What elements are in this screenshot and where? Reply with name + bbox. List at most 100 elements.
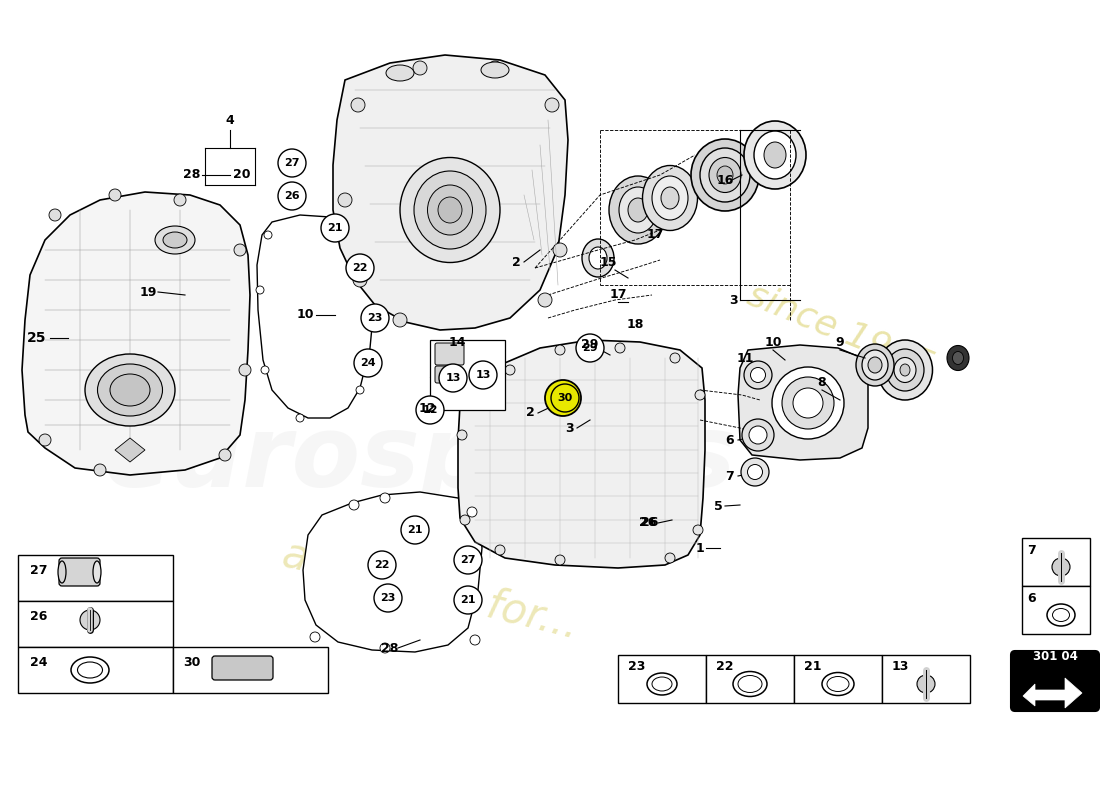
Circle shape bbox=[468, 507, 477, 517]
Ellipse shape bbox=[744, 361, 772, 389]
Text: 301 04: 301 04 bbox=[1033, 650, 1077, 663]
Ellipse shape bbox=[428, 185, 473, 235]
Text: 21: 21 bbox=[407, 525, 422, 535]
Text: 26: 26 bbox=[641, 517, 659, 530]
Bar bbox=[618, 655, 706, 703]
Circle shape bbox=[666, 553, 675, 563]
Circle shape bbox=[917, 675, 935, 693]
Circle shape bbox=[693, 525, 703, 535]
Ellipse shape bbox=[742, 419, 774, 451]
Ellipse shape bbox=[856, 344, 894, 386]
Text: 24: 24 bbox=[30, 655, 47, 669]
Text: 16: 16 bbox=[716, 174, 734, 186]
Circle shape bbox=[278, 182, 306, 210]
Text: 30: 30 bbox=[556, 393, 571, 403]
Ellipse shape bbox=[748, 465, 762, 479]
Ellipse shape bbox=[155, 226, 195, 254]
Text: 30: 30 bbox=[558, 393, 573, 403]
Text: 17: 17 bbox=[647, 229, 663, 242]
Circle shape bbox=[544, 98, 559, 112]
Text: 22: 22 bbox=[716, 661, 734, 674]
Text: 2: 2 bbox=[526, 406, 535, 419]
Circle shape bbox=[368, 551, 396, 579]
Ellipse shape bbox=[652, 677, 672, 691]
Ellipse shape bbox=[710, 158, 741, 193]
Circle shape bbox=[109, 189, 121, 201]
Bar bbox=[882, 655, 970, 703]
Text: 29: 29 bbox=[582, 343, 597, 353]
Ellipse shape bbox=[438, 197, 462, 223]
Ellipse shape bbox=[744, 121, 806, 189]
Ellipse shape bbox=[588, 247, 607, 269]
Text: 10: 10 bbox=[296, 309, 314, 322]
Text: 18: 18 bbox=[626, 318, 644, 331]
Circle shape bbox=[538, 293, 552, 307]
Text: 20: 20 bbox=[233, 169, 251, 182]
Ellipse shape bbox=[700, 148, 750, 202]
Text: 26: 26 bbox=[284, 191, 300, 201]
Ellipse shape bbox=[652, 176, 688, 220]
Circle shape bbox=[456, 430, 468, 440]
Circle shape bbox=[351, 98, 365, 112]
Ellipse shape bbox=[582, 239, 614, 277]
Circle shape bbox=[349, 500, 359, 510]
Text: 22: 22 bbox=[352, 263, 367, 273]
Circle shape bbox=[354, 349, 382, 377]
Circle shape bbox=[361, 304, 389, 332]
Circle shape bbox=[1052, 558, 1070, 576]
Text: 8: 8 bbox=[817, 377, 826, 390]
Ellipse shape bbox=[642, 166, 697, 230]
Ellipse shape bbox=[414, 171, 486, 249]
Circle shape bbox=[615, 343, 625, 353]
Ellipse shape bbox=[741, 458, 769, 486]
Ellipse shape bbox=[754, 131, 796, 179]
Ellipse shape bbox=[862, 350, 888, 380]
Ellipse shape bbox=[72, 657, 109, 683]
Text: 4: 4 bbox=[226, 114, 234, 126]
Circle shape bbox=[321, 214, 349, 242]
Ellipse shape bbox=[894, 358, 916, 382]
Polygon shape bbox=[116, 438, 145, 462]
Ellipse shape bbox=[868, 357, 882, 373]
Circle shape bbox=[234, 244, 246, 256]
Ellipse shape bbox=[793, 388, 823, 418]
Circle shape bbox=[551, 384, 579, 412]
Text: 23: 23 bbox=[381, 593, 396, 603]
Circle shape bbox=[460, 515, 470, 525]
Bar bbox=[18, 647, 173, 693]
FancyBboxPatch shape bbox=[59, 558, 100, 586]
Ellipse shape bbox=[900, 364, 910, 376]
Circle shape bbox=[402, 516, 429, 544]
Text: 24: 24 bbox=[360, 358, 376, 368]
Text: 13: 13 bbox=[892, 661, 910, 674]
Circle shape bbox=[374, 584, 401, 612]
Ellipse shape bbox=[947, 346, 969, 370]
Polygon shape bbox=[22, 192, 250, 475]
Circle shape bbox=[544, 380, 581, 416]
Circle shape bbox=[346, 254, 374, 282]
Circle shape bbox=[261, 366, 270, 374]
Circle shape bbox=[174, 194, 186, 206]
Text: a passion for...: a passion for... bbox=[277, 533, 582, 647]
Circle shape bbox=[256, 286, 264, 294]
Ellipse shape bbox=[481, 62, 509, 78]
Circle shape bbox=[379, 493, 390, 503]
Bar bbox=[1022, 586, 1090, 634]
Text: 11: 11 bbox=[736, 351, 754, 365]
Circle shape bbox=[469, 361, 497, 389]
Text: 7: 7 bbox=[1027, 543, 1036, 557]
Ellipse shape bbox=[827, 677, 849, 691]
Circle shape bbox=[39, 434, 51, 446]
Text: 3: 3 bbox=[728, 294, 737, 306]
Ellipse shape bbox=[733, 671, 767, 697]
Text: 3: 3 bbox=[565, 422, 574, 434]
Circle shape bbox=[50, 209, 60, 221]
Text: 2: 2 bbox=[512, 255, 520, 269]
Ellipse shape bbox=[1047, 604, 1075, 626]
FancyBboxPatch shape bbox=[212, 656, 273, 680]
Bar bbox=[430, 340, 505, 410]
Text: 26: 26 bbox=[30, 610, 47, 622]
Circle shape bbox=[393, 313, 407, 327]
Circle shape bbox=[356, 386, 364, 394]
Circle shape bbox=[310, 632, 320, 642]
